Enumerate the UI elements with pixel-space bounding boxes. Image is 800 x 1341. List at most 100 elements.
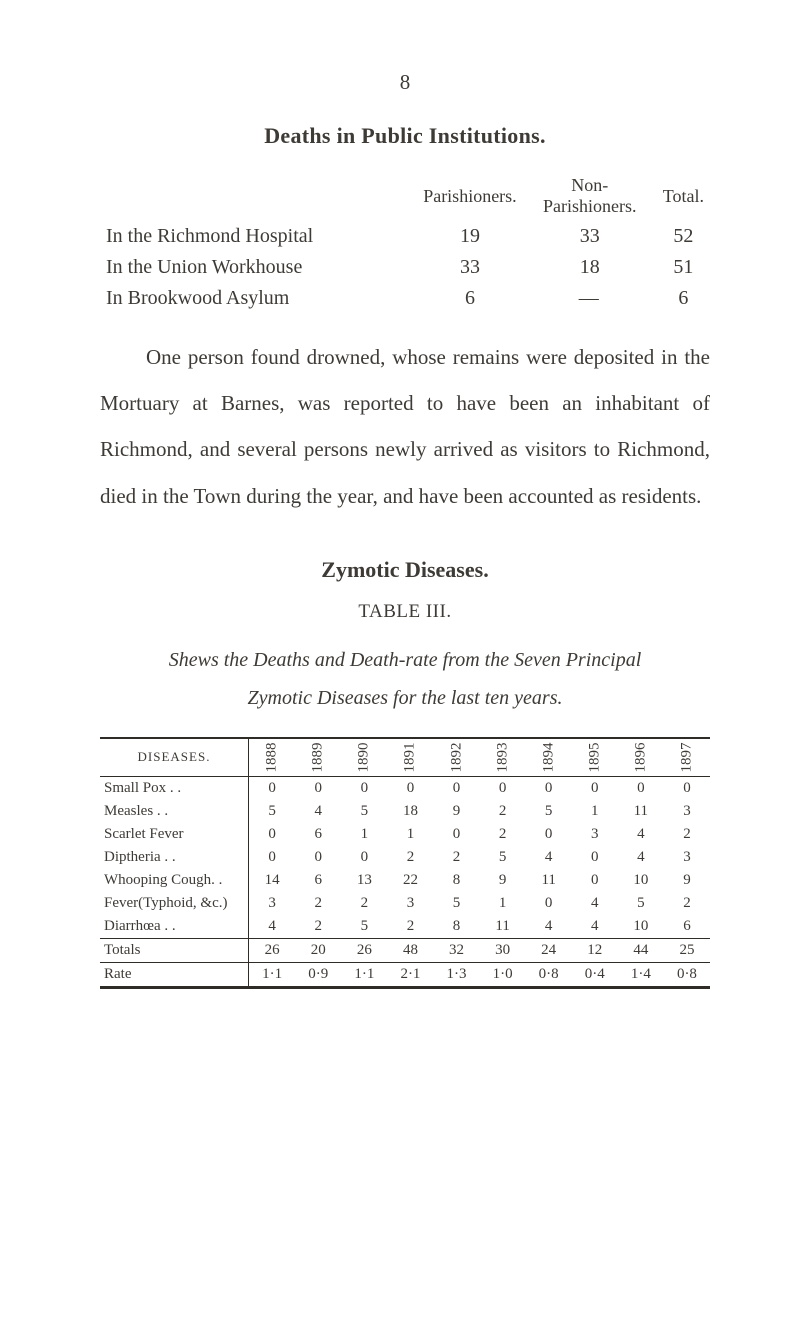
cell: 3 <box>387 892 433 915</box>
cell: 0 <box>295 846 341 869</box>
cell: 2 <box>295 892 341 915</box>
row-label: Small Pox . . <box>100 776 249 800</box>
cell: 4 <box>526 846 572 869</box>
cell: 2 <box>341 892 387 915</box>
cell: 5 <box>433 892 479 915</box>
table3-caption: Shews the Deaths and Death-rate from the… <box>100 641 710 717</box>
paragraph-body: One person found drowned, whose remains … <box>100 334 710 519</box>
col-year: 1893 <box>480 739 526 777</box>
cell: 3 <box>249 892 296 915</box>
cell: 1·4 <box>618 962 664 986</box>
cell: 2·1 <box>387 962 433 986</box>
table-row: Small Pox . .0000000000 <box>100 776 710 800</box>
table-row: In the Richmond Hospital 19 33 52 <box>100 221 710 252</box>
cell: 4 <box>295 800 341 823</box>
cell: 4 <box>618 823 664 846</box>
row-label: Measles . . <box>100 800 249 823</box>
cell: 19 <box>417 221 523 252</box>
caption-line-b: Zymotic Diseases for the last ten years. <box>248 687 563 709</box>
row-label: Totals <box>100 938 249 962</box>
cell: 0 <box>249 823 296 846</box>
row-label: Whooping Cough. . <box>100 869 249 892</box>
cell: 0 <box>433 776 479 800</box>
row-label: Fever(Typhoid, &c.) <box>100 892 249 915</box>
cell: 20 <box>295 938 341 962</box>
cell: 0·8 <box>526 962 572 986</box>
table-row: Measles . .545189251113 <box>100 800 710 823</box>
cell: 0 <box>572 869 618 892</box>
cell: 12 <box>572 938 618 962</box>
col-diseases: DISEASES. <box>100 739 249 777</box>
cell: 2 <box>664 823 710 846</box>
cell: 1·1 <box>341 962 387 986</box>
cell: 52 <box>657 221 710 252</box>
table-row: Rate1·10·91·12·11·31·00·80·41·40·8 <box>100 962 710 986</box>
table-row: Fever(Typhoid, &c.)3223510452 <box>100 892 710 915</box>
table-row: In Brookwood Asylum 6 — 6 <box>100 283 710 314</box>
cell: 44 <box>618 938 664 962</box>
cell: 0 <box>526 892 572 915</box>
cell: 0·8 <box>664 962 710 986</box>
cell: 10 <box>618 869 664 892</box>
table-row: Totals26202648323024124425 <box>100 938 710 962</box>
cell: 11 <box>480 915 526 939</box>
cell: 9 <box>433 800 479 823</box>
cell: 2 <box>433 846 479 869</box>
cell: 0 <box>664 776 710 800</box>
cell: 5 <box>480 846 526 869</box>
cell: 24 <box>526 938 572 962</box>
cell: 5 <box>526 800 572 823</box>
cell: 4 <box>572 915 618 939</box>
cell: 0 <box>249 776 296 800</box>
cell: 26 <box>341 938 387 962</box>
cell: 0 <box>572 776 618 800</box>
cell: 26 <box>249 938 296 962</box>
col-year: 1892 <box>433 739 479 777</box>
cell: 0 <box>572 846 618 869</box>
cell: 4 <box>249 915 296 939</box>
cell: 32 <box>433 938 479 962</box>
cell: — <box>523 283 657 314</box>
row-label: In the Richmond Hospital <box>100 221 417 252</box>
cell: 0 <box>341 776 387 800</box>
cell: 25 <box>664 938 710 962</box>
cell: 0·4 <box>572 962 618 986</box>
cell: 48 <box>387 938 433 962</box>
row-label: In the Union Workhouse <box>100 252 417 283</box>
col-year: 1897 <box>664 739 710 777</box>
cell: 1·0 <box>480 962 526 986</box>
institutions-table: Parishioners. Non-Parishioners. Total. I… <box>100 171 710 314</box>
cell: 2 <box>387 915 433 939</box>
cell: 6 <box>417 283 523 314</box>
cell: 2 <box>664 892 710 915</box>
cell: 2 <box>387 846 433 869</box>
cell: 0 <box>480 776 526 800</box>
col-year: 1894 <box>526 739 572 777</box>
cell: 5 <box>249 800 296 823</box>
zymotic-table: DISEASES. 1888 1889 1890 1891 1892 1893 … <box>100 739 710 987</box>
table-row: Whooping Cough. .146132289110109 <box>100 869 710 892</box>
cell: 51 <box>657 252 710 283</box>
cell: 2 <box>480 823 526 846</box>
cell: 33 <box>523 221 657 252</box>
cell: 6 <box>657 283 710 314</box>
cell: 4 <box>618 846 664 869</box>
cell: 1·1 <box>249 962 296 986</box>
col-year: 1890 <box>341 739 387 777</box>
col-year: 1891 <box>387 739 433 777</box>
cell: 22 <box>387 869 433 892</box>
cell: 11 <box>618 800 664 823</box>
table-row: Diarrhœa . .425281144106 <box>100 915 710 939</box>
col-year: 1896 <box>618 739 664 777</box>
cell: 0 <box>526 823 572 846</box>
cell: 11 <box>526 869 572 892</box>
cell: 0 <box>433 823 479 846</box>
cell: 2 <box>480 800 526 823</box>
zymotic-table-wrap: DISEASES. 1888 1889 1890 1891 1892 1893 … <box>100 737 710 989</box>
table-row: In the Union Workhouse 33 18 51 <box>100 252 710 283</box>
cell: 13 <box>341 869 387 892</box>
table-row: Diptheria . .0002254043 <box>100 846 710 869</box>
col-year: 1889 <box>295 739 341 777</box>
paragraph-text: One person found drowned, whose remains … <box>100 345 710 508</box>
cell: 8 <box>433 915 479 939</box>
